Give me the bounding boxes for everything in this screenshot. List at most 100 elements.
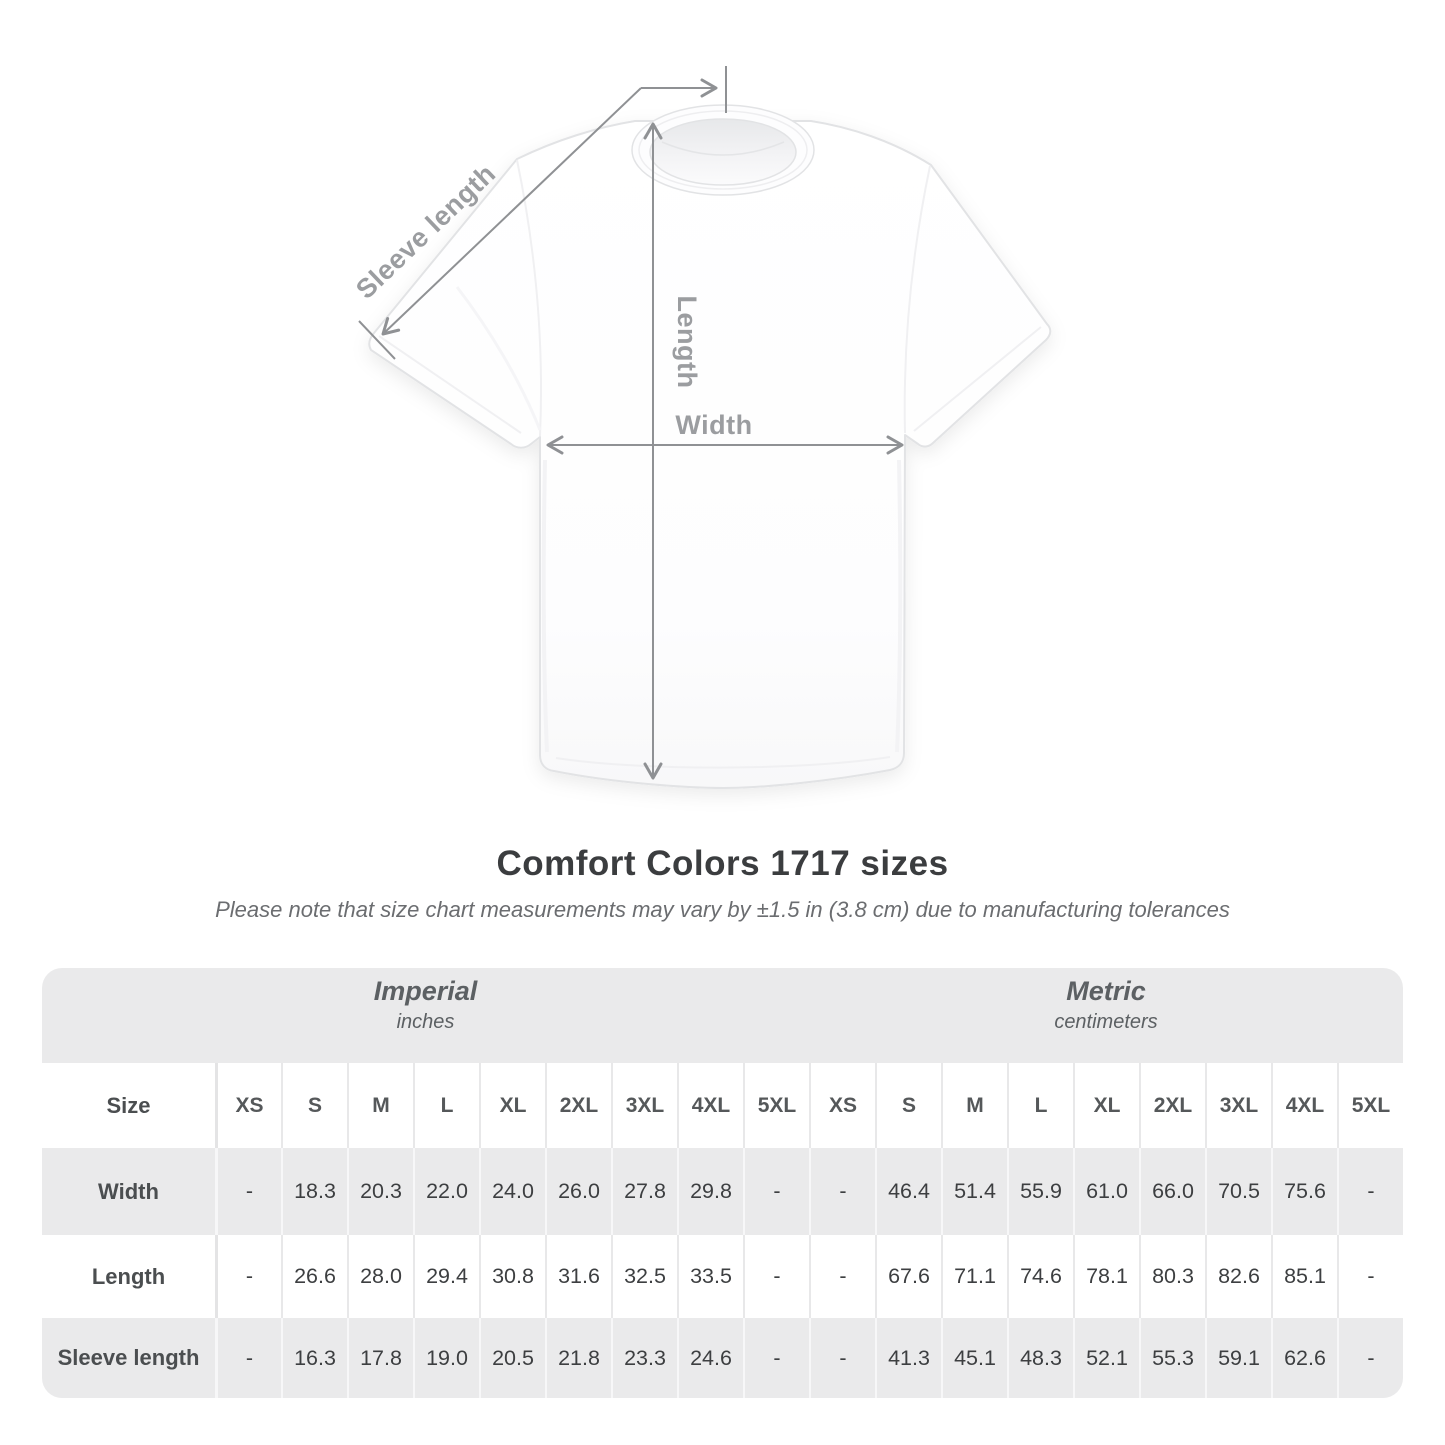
value-cell: 71.1 <box>941 1235 1007 1318</box>
size-col-header: 5XL <box>743 1063 809 1148</box>
value-cell: 24.6 <box>677 1318 743 1398</box>
value-cell: 48.3 <box>1007 1318 1073 1398</box>
value-cell: 45.1 <box>941 1318 1007 1398</box>
size-col-header: M <box>347 1063 413 1148</box>
size-col-header: L <box>1007 1063 1073 1148</box>
value-cell: 31.6 <box>545 1235 611 1318</box>
value-cell: 46.4 <box>875 1148 941 1235</box>
value-cell: 30.8 <box>479 1235 545 1318</box>
metric-group-header: Metric centimeters <box>809 968 1403 1063</box>
length-label: Length <box>672 296 702 389</box>
length-row: Length - 26.6 28.0 29.4 30.8 31.6 32.5 3… <box>42 1235 1403 1318</box>
width-label: Width <box>675 410 752 440</box>
measurement-arrows <box>358 66 904 780</box>
size-col-header: 4XL <box>1271 1063 1337 1148</box>
metric-label: Metric <box>1066 976 1146 1006</box>
value-cell: 82.6 <box>1205 1235 1271 1318</box>
value-cell: 51.4 <box>941 1148 1007 1235</box>
unit-group-header: Imperial inches Metric centimeters <box>42 968 1403 1063</box>
value-cell: - <box>809 1318 875 1398</box>
value-cell: 32.5 <box>611 1235 677 1318</box>
value-cell: 59.1 <box>1205 1318 1271 1398</box>
value-cell: 62.6 <box>1271 1318 1337 1398</box>
row-label: Length <box>91 1263 166 1289</box>
value-cell: 70.5 <box>1205 1148 1271 1235</box>
size-col-header: XS <box>809 1063 875 1148</box>
size-col-header: S <box>281 1063 347 1148</box>
size-col-header: 3XL <box>611 1063 677 1148</box>
value-cell: - <box>215 1148 281 1235</box>
value-cell: - <box>215 1318 281 1398</box>
value-cell: 23.3 <box>611 1318 677 1398</box>
value-cell: 26.0 <box>545 1148 611 1235</box>
value-cell: 29.8 <box>677 1148 743 1235</box>
imperial-label: Imperial <box>373 976 478 1006</box>
value-cell: 74.6 <box>1007 1235 1073 1318</box>
value-cell: 21.8 <box>545 1318 611 1398</box>
size-header-row: Size XS S M L XL 2XL 3XL 4XL 5XL XS S M … <box>42 1063 1403 1148</box>
size-col-header: XS <box>215 1063 281 1148</box>
value-cell: - <box>1337 1148 1403 1235</box>
value-cell: - <box>743 1235 809 1318</box>
tolerance-note: Please note that size chart measurements… <box>215 897 1230 922</box>
value-cell: 55.3 <box>1139 1318 1205 1398</box>
row-label: Sleeve length <box>57 1345 200 1370</box>
sleeve-length-row: Sleeve length - 16.3 17.8 19.0 20.5 21.8… <box>42 1318 1403 1398</box>
width-row: Width - 18.3 20.3 22.0 24.0 26.0 27.8 29… <box>42 1148 1403 1235</box>
sleeve-end-tick <box>358 320 396 360</box>
size-col-header: L <box>413 1063 479 1148</box>
value-cell: 75.6 <box>1271 1148 1337 1235</box>
value-cell: 24.0 <box>479 1148 545 1235</box>
size-col-header: 5XL <box>1337 1063 1403 1148</box>
value-cell: 26.6 <box>281 1235 347 1318</box>
value-cell: - <box>743 1148 809 1235</box>
value-cell: 67.6 <box>875 1235 941 1318</box>
sleeve-length-arrow <box>381 87 642 336</box>
value-cell: 18.3 <box>281 1148 347 1235</box>
value-cell: 78.1 <box>1073 1235 1139 1318</box>
size-col-header: S <box>875 1063 941 1148</box>
size-chart-table: Imperial inches Metric centimeters Size … <box>42 968 1403 1398</box>
value-cell: 52.1 <box>1073 1318 1139 1398</box>
size-col-header: 3XL <box>1205 1063 1271 1148</box>
tshirt-body <box>368 120 1052 789</box>
back-neck-seam <box>661 141 785 156</box>
row-label: Width <box>98 1178 159 1204</box>
value-cell: 22.0 <box>413 1148 479 1235</box>
value-cell: 20.5 <box>479 1318 545 1398</box>
value-cell: 20.3 <box>347 1148 413 1235</box>
value-cell: 55.9 <box>1007 1148 1073 1235</box>
tshirt-measurement-diagram: Sleeve length Length Width <box>350 66 1052 789</box>
size-col-header: 2XL <box>545 1063 611 1148</box>
value-cell: - <box>809 1148 875 1235</box>
value-cell: 85.1 <box>1271 1235 1337 1318</box>
size-col-header: XL <box>479 1063 545 1148</box>
value-cell: 61.0 <box>1073 1148 1139 1235</box>
imperial-sublabel: inches <box>396 1011 455 1033</box>
value-cell: - <box>1337 1318 1403 1398</box>
metric-sublabel: centimeters <box>1054 1011 1158 1033</box>
value-cell: 16.3 <box>281 1318 347 1398</box>
value-cell: 41.3 <box>875 1318 941 1398</box>
size-col-header: 4XL <box>677 1063 743 1148</box>
tshirt-illustration <box>368 104 1052 789</box>
value-cell: - <box>743 1318 809 1398</box>
value-cell: 66.0 <box>1139 1148 1205 1235</box>
collar-band <box>631 104 815 196</box>
tshirt-seams <box>378 159 1042 769</box>
imperial-group-header: Imperial inches <box>42 968 809 1063</box>
value-cell: 27.8 <box>611 1148 677 1235</box>
value-cell: - <box>809 1235 875 1318</box>
size-col-header: XL <box>1073 1063 1139 1148</box>
size-col-header: 2XL <box>1139 1063 1205 1148</box>
size-header-label: Size <box>106 1092 151 1118</box>
value-cell: 29.4 <box>413 1235 479 1318</box>
value-cell: - <box>1337 1235 1403 1318</box>
page-title: Comfort Colors 1717 sizes <box>496 844 949 883</box>
value-cell: 80.3 <box>1139 1235 1205 1318</box>
value-cell: 33.5 <box>677 1235 743 1318</box>
value-cell: 19.0 <box>413 1318 479 1398</box>
value-cell: - <box>215 1235 281 1318</box>
value-cell: 17.8 <box>347 1318 413 1398</box>
collar-stitch <box>638 110 808 190</box>
